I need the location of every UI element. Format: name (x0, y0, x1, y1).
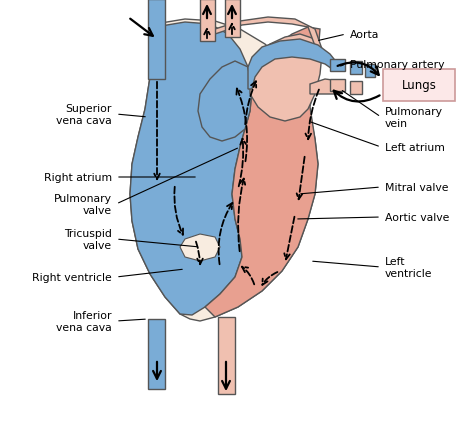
Polygon shape (180, 234, 220, 262)
Polygon shape (225, 0, 240, 38)
Polygon shape (330, 60, 345, 72)
Polygon shape (248, 40, 338, 90)
Text: Mitral valve: Mitral valve (385, 183, 448, 193)
Text: Left
ventricle: Left ventricle (385, 256, 432, 278)
Polygon shape (130, 23, 252, 315)
Polygon shape (200, 0, 215, 42)
Text: Superior
vena cava: Superior vena cava (56, 104, 112, 126)
Text: Right ventricle: Right ventricle (32, 272, 112, 282)
Text: Inferior
vena cava: Inferior vena cava (56, 311, 112, 332)
Text: Tricuspid
valve: Tricuspid valve (64, 229, 112, 250)
Text: Pulmonary
valve: Pulmonary valve (54, 194, 112, 215)
Polygon shape (218, 317, 235, 394)
Polygon shape (205, 28, 320, 317)
Polygon shape (148, 319, 165, 389)
Polygon shape (350, 62, 362, 75)
Polygon shape (350, 82, 362, 95)
Polygon shape (330, 80, 345, 92)
Polygon shape (365, 65, 375, 78)
Polygon shape (310, 80, 340, 95)
Polygon shape (130, 20, 318, 321)
Polygon shape (148, 0, 165, 80)
Text: Lungs: Lungs (401, 79, 437, 92)
Text: Pulmonary artery: Pulmonary artery (350, 60, 445, 70)
Text: Aortic valve: Aortic valve (385, 213, 449, 222)
Polygon shape (248, 35, 322, 122)
Polygon shape (198, 62, 252, 142)
FancyBboxPatch shape (383, 70, 455, 102)
Text: Right atrium: Right atrium (44, 173, 112, 183)
Text: Aorta: Aorta (350, 30, 379, 40)
Polygon shape (215, 18, 322, 55)
Text: Pulmonary
vein: Pulmonary vein (385, 107, 443, 129)
Text: Left atrium: Left atrium (385, 143, 445, 153)
